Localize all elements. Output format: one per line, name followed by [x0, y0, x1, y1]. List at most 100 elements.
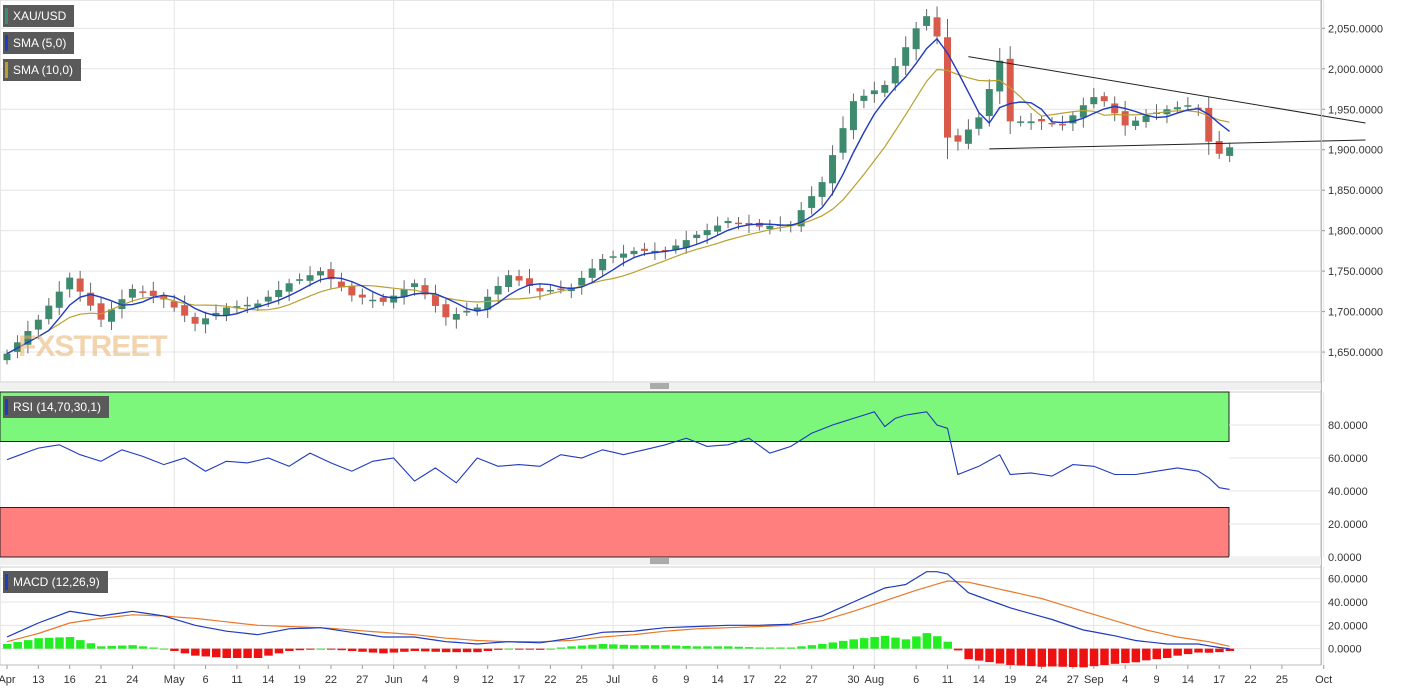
candle-body	[494, 285, 502, 295]
candle-body	[34, 319, 42, 330]
trendline-upper	[968, 56, 1366, 124]
candle-body	[546, 290, 554, 292]
macd-histogram-bar	[504, 648, 514, 650]
macd-histogram-bar	[849, 639, 858, 649]
x-tick-label: 25	[576, 674, 588, 686]
candle-body	[390, 295, 398, 303]
candle-body	[76, 278, 84, 292]
macd-histogram-bar	[13, 642, 22, 649]
y-axis-area	[1321, 0, 1405, 692]
candle-body	[87, 292, 95, 306]
candle-body	[818, 182, 826, 197]
x-tick-label: 16	[64, 674, 76, 686]
x-tick-label: 6	[913, 674, 919, 686]
macd-histogram-bar	[1121, 648, 1130, 664]
sma5-line	[6, 37, 1231, 355]
macd-histogram-bar	[389, 648, 399, 653]
candle-body	[912, 28, 920, 50]
x-tick-label: 25	[1276, 674, 1288, 686]
watermark-logo: FXSTREET	[18, 330, 168, 363]
macd-histogram-bar	[912, 636, 921, 649]
macd-histogram-bar	[285, 648, 294, 651]
candle-body	[13, 342, 21, 352]
candle-body	[66, 277, 74, 290]
x-tick-label: Apr	[0, 674, 16, 686]
price-tick-label: 1,950.0000	[1328, 104, 1383, 116]
price-rsi-separator-handle[interactable]	[650, 383, 669, 389]
x-tick-label: 14	[262, 674, 274, 686]
macd-histogram-bar	[1027, 648, 1036, 667]
candle-body	[327, 269, 335, 280]
macd-histogram-bar	[306, 648, 315, 650]
macd-histogram-bar	[713, 646, 723, 649]
candle-body	[599, 258, 607, 271]
macd-histogram-bar	[797, 646, 806, 649]
candle-body	[829, 155, 837, 184]
macd-histogram-bar	[880, 635, 890, 649]
x-tick-label: Sep	[1084, 674, 1104, 686]
macd-histogram-bar	[839, 640, 848, 649]
macd-histogram-bar	[212, 648, 221, 658]
price-panel	[0, 0, 1322, 383]
macd-histogram-bar	[1152, 648, 1161, 660]
x-tick-label: 30	[847, 674, 859, 686]
candle-body	[881, 84, 889, 93]
macd-histogram-bar	[44, 637, 54, 649]
candle-body	[620, 253, 628, 258]
macd-histogram-bar	[609, 644, 618, 649]
candle-body	[463, 310, 471, 313]
macd-histogram-bar	[452, 648, 461, 653]
price-tick-label: 1,650.0000	[1328, 347, 1383, 359]
x-tick-label: 24	[126, 674, 138, 686]
macd-histogram-bar	[191, 648, 200, 656]
macd-histogram-bar	[149, 647, 158, 649]
candle-body	[212, 312, 220, 317]
macd-histogram-bar	[400, 648, 409, 652]
macd-histogram-bar	[546, 648, 555, 650]
macd-histogram-bar	[515, 648, 524, 650]
candle-body	[944, 37, 951, 138]
candle-body	[222, 307, 230, 316]
candle-body	[24, 331, 32, 345]
macd-histogram-bar	[891, 637, 900, 649]
x-tick-label: 11	[942, 674, 953, 686]
macd-histogram-bar	[170, 648, 179, 651]
macd-histogram-bar	[807, 645, 817, 649]
candle-body	[306, 275, 314, 281]
x-tick-label: 22	[325, 674, 337, 686]
legend-sma5-label: SMA (5,0)	[13, 36, 67, 50]
macd-histogram-bar	[525, 648, 534, 650]
macd-histogram-bar	[630, 645, 639, 649]
macd-histogram-bar	[535, 648, 545, 650]
legend-swatch	[5, 8, 8, 24]
candle-body	[1006, 58, 1014, 122]
price-tick-label: 1,800.0000	[1328, 226, 1383, 238]
macd-histogram-bar	[1131, 648, 1141, 663]
candle-body	[526, 278, 533, 286]
macd-histogram-bar	[441, 648, 451, 653]
x-tick-label: 4	[1122, 674, 1128, 686]
candle-body	[233, 306, 241, 308]
legend-macd[interactable]: MACD (12,26,9)	[3, 571, 108, 593]
candle-body	[317, 271, 324, 276]
legend-xauusd[interactable]: XAU/USD	[3, 5, 75, 27]
macd-histogram-bar	[1089, 648, 1099, 667]
x-tick-label: 24	[1035, 674, 1047, 686]
candle-body	[1226, 147, 1234, 156]
macd-histogram-bar	[34, 638, 43, 649]
macd-histogram-bar	[3, 644, 12, 649]
macd-histogram-bar	[933, 636, 942, 649]
candle-body	[1121, 111, 1129, 126]
legend-sma5[interactable]: SMA (5,0)	[3, 32, 75, 54]
candle-body	[766, 225, 774, 230]
candle-body	[964, 129, 972, 144]
macd-histogram-bar	[953, 648, 963, 651]
legend-rsi[interactable]: RSI (14,70,30,1)	[3, 396, 110, 418]
rsi-macd-separator-handle[interactable]	[650, 558, 669, 564]
legend-sma10[interactable]: SMA (10,0)	[3, 59, 82, 81]
macd-histogram-bar	[483, 648, 493, 651]
legend-swatch	[5, 574, 8, 590]
macd-histogram-bar	[1194, 648, 1203, 653]
macd-histogram-bar	[264, 648, 273, 656]
candle-body	[693, 234, 701, 239]
